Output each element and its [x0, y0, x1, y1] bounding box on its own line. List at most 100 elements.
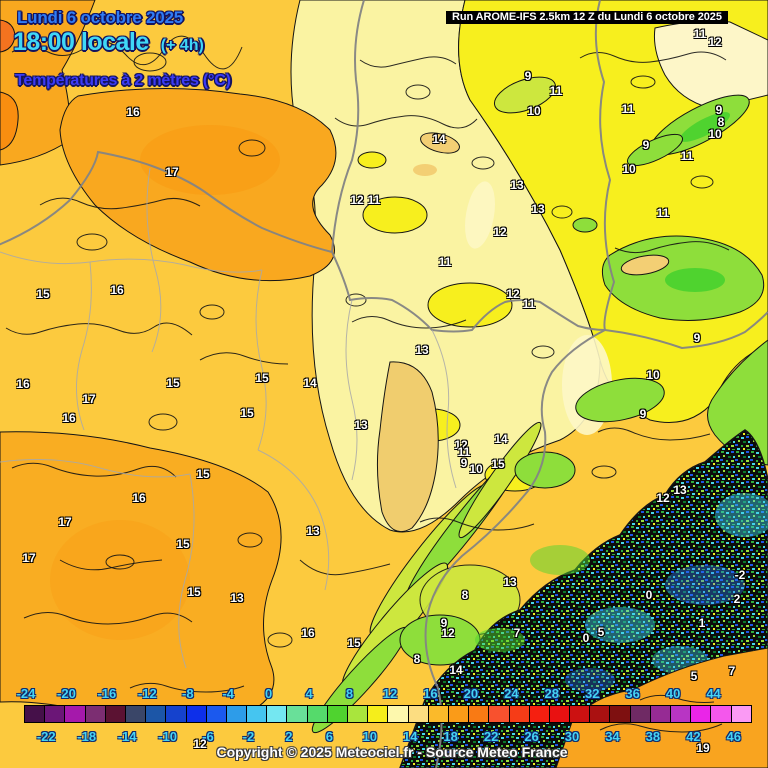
map-temp-label: 13: [306, 524, 320, 538]
scale-tick-46: 46: [726, 729, 741, 744]
copyright-label: Copyright © 2025 Meteociel.fr - Source M…: [216, 744, 568, 760]
map-region-alps-blue: [665, 565, 745, 605]
valid-time-label: 18:00 locale (+ 4h): [13, 28, 204, 57]
scale-tick--6: -6: [202, 729, 214, 744]
scale-tick-32: 32: [584, 686, 600, 701]
colorbar-cell--14: [125, 706, 147, 722]
map-temp-label: 5: [690, 669, 698, 683]
scale-tick-20: 20: [463, 686, 479, 701]
map-temp-label: 14: [432, 132, 446, 146]
scale-tick-18: 18: [443, 729, 458, 744]
colorbar-cell-42: [691, 706, 712, 722]
map-region-tan-spot: [420, 132, 460, 154]
colorbar-cell-10: [368, 706, 389, 722]
colorbar-cell-0: [267, 706, 288, 722]
map-temp-label: -2: [734, 568, 746, 582]
map-temp-label: 15: [347, 636, 361, 650]
colorbar-cell-44: [711, 706, 732, 722]
scale-tick-44: 44: [706, 686, 721, 701]
map-subtitle: Températures à 2 mètres (°C): [15, 72, 231, 89]
map-region-green-blob: [493, 76, 557, 114]
map-temp-label: 16: [126, 105, 140, 119]
map-temp-label: 0: [582, 631, 590, 645]
colorbar-cell-32: [590, 706, 611, 722]
map-temp-label: 19: [696, 741, 710, 755]
scale-tick-12: 12: [382, 686, 398, 701]
map-region-alps-cyan: [585, 607, 655, 643]
scale-tick-38: 38: [645, 729, 661, 744]
map-temp-label: 7: [728, 664, 736, 678]
map-region-alps-green: [530, 545, 590, 575]
colorbar-cell-20: [469, 706, 490, 722]
map-region-alps-blue: [565, 668, 615, 692]
scale-tick-24: 24: [504, 686, 519, 701]
scale-tick-0: 0: [265, 686, 273, 701]
scale-tick-34: 34: [605, 729, 620, 744]
scale-tick--22: -22: [36, 729, 56, 744]
map-temp-label: 13: [354, 418, 368, 432]
map-temp-label: 13: [415, 343, 429, 357]
map-temp-label: 9: [639, 407, 647, 421]
map-temp-label: 14: [494, 432, 508, 446]
map-temp-label: 11: [438, 255, 452, 269]
scale-tick-30: 30: [564, 729, 580, 744]
colorbar-cell-38: [650, 706, 671, 722]
map-temp-label: 10: [646, 368, 660, 382]
map-temp-label: 8: [717, 115, 725, 129]
scale-tick-14: 14: [402, 729, 418, 744]
colorbar-cell-28: [549, 706, 571, 722]
map-temp-label: 15: [187, 585, 201, 599]
map-region-jura-band: [458, 421, 542, 539]
scale-tick-26: 26: [524, 729, 539, 744]
map-temp-label: 15: [36, 287, 50, 301]
map-region-yellow-patch: [357, 151, 387, 169]
map-temp-label: 0: [645, 588, 653, 602]
scale-tick--2: -2: [242, 729, 255, 744]
colorbar-cell-34: [610, 706, 631, 722]
scale-tick--16: -16: [97, 686, 117, 701]
map-temp-label: 15: [166, 376, 180, 390]
map-region-orange-blob-inner: [140, 125, 280, 195]
date-label: Lundi 6 octobre 2025: [17, 8, 184, 27]
map-temp-label: 16: [62, 411, 76, 425]
map-region-tan-band: [376, 361, 439, 532]
colorbar-cell--18: [85, 706, 106, 722]
colorbar-cell--22: [45, 706, 66, 722]
map-temp-label: 17: [58, 515, 72, 529]
map-temp-label: 16: [16, 377, 30, 391]
map-temp-label: 15: [240, 406, 254, 420]
scale-tick-28: 28: [544, 686, 559, 701]
colorbar-cell--12: [146, 706, 167, 722]
map-temp-label: 11: [367, 193, 381, 207]
map-temp-label: 2: [733, 592, 741, 606]
map-temp-label: 11: [621, 102, 635, 116]
map-temp-label: 16: [110, 283, 124, 297]
scale-tick-4: 4: [305, 686, 313, 701]
map-temp-label: 14: [303, 376, 317, 390]
map-temp-label: 12: [454, 438, 468, 452]
map-region-green-blob-inner: [679, 112, 731, 142]
colorbar-cell-4: [307, 706, 328, 722]
map-region-redorange-speck: [0, 19, 16, 53]
map-temp-label: 11: [457, 445, 471, 459]
colorbar-cell-36: [630, 706, 651, 722]
colorbar-cell--24: [25, 706, 46, 722]
map-temp-label: 15: [196, 467, 210, 481]
map-region-alps-cyan: [715, 493, 768, 537]
map-temp-label: 13: [503, 575, 517, 589]
map-temp-label: 12: [193, 737, 207, 751]
scale-tick--14: -14: [117, 729, 137, 744]
map-temp-label: 13: [531, 202, 545, 216]
colorbar-cell-14: [408, 706, 429, 722]
map-temp-label: 9: [440, 616, 448, 630]
colorbar-cell-26: [529, 706, 550, 722]
map-temp-label: 15: [255, 371, 269, 385]
colorbar-cell--4: [226, 706, 248, 722]
scale-tick--18: -18: [77, 729, 97, 744]
map-temp-label: 15: [491, 457, 505, 471]
scale-tick-10: 10: [362, 729, 377, 744]
map-temp-label: 17: [82, 392, 96, 406]
